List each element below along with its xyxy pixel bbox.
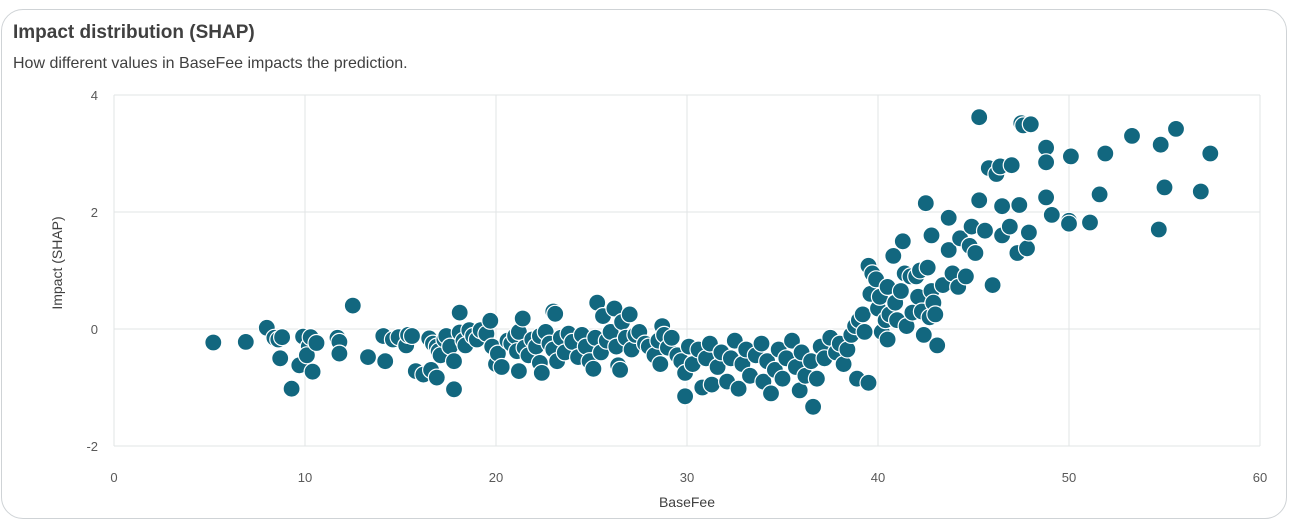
- x-tick-label: 20: [489, 470, 503, 485]
- data-point: [1155, 178, 1174, 197]
- data-point: [1042, 205, 1061, 224]
- x-axis-title: BaseFee: [659, 494, 715, 510]
- data-point: [884, 246, 903, 265]
- data-point: [282, 379, 301, 398]
- data-point: [918, 258, 937, 277]
- data-point: [1017, 239, 1037, 258]
- data-point: [675, 387, 695, 406]
- data-point: [450, 303, 469, 322]
- data-point: [928, 336, 947, 355]
- data-point: [358, 348, 378, 367]
- y-tick-label: -2: [86, 439, 98, 454]
- x-tick-label: 30: [680, 470, 694, 485]
- data-point: [855, 322, 874, 341]
- data-point: [966, 243, 985, 263]
- data-point: [509, 362, 529, 381]
- data-point: [853, 305, 872, 324]
- data-point: [1096, 144, 1115, 163]
- data-point: [773, 369, 792, 388]
- y-tick-label: 4: [91, 88, 98, 103]
- data-point: [1002, 156, 1021, 175]
- data-point: [376, 352, 395, 371]
- data-point: [492, 357, 511, 377]
- data-point: [1000, 217, 1019, 236]
- x-tick-label: 10: [298, 470, 312, 485]
- data-point: [444, 352, 464, 371]
- data-point: [1151, 135, 1170, 154]
- data-point: [878, 330, 897, 349]
- data-point: [307, 333, 326, 353]
- data-point: [343, 296, 362, 315]
- data-point: [204, 333, 223, 352]
- y-tick-label: 0: [91, 322, 98, 337]
- x-tick-label: 60: [1253, 470, 1267, 485]
- data-point: [297, 346, 316, 365]
- data-point: [1021, 115, 1040, 134]
- data-point: [922, 226, 941, 245]
- chart-title: Impact distribution (SHAP): [13, 22, 255, 43]
- data-point: [1166, 119, 1186, 138]
- data-point: [1090, 185, 1109, 204]
- data-point: [444, 380, 464, 399]
- data-point: [481, 311, 500, 330]
- data-point: [702, 375, 721, 394]
- data-point: [1059, 214, 1079, 233]
- data-point: [803, 397, 823, 416]
- data-point: [1061, 147, 1081, 166]
- data-point: [761, 384, 781, 403]
- data-point: [584, 359, 603, 378]
- data-point: [546, 304, 565, 323]
- data-point: [992, 197, 1012, 216]
- data-point: [729, 379, 748, 398]
- data-point: [620, 305, 639, 324]
- data-point: [427, 368, 446, 387]
- data-point: [926, 305, 945, 324]
- data-point: [651, 355, 670, 374]
- data-point: [916, 194, 935, 213]
- data-point: [271, 349, 290, 368]
- data-point: [970, 108, 989, 127]
- data-point: [532, 363, 551, 382]
- data-point: [662, 328, 681, 347]
- data-point: [330, 344, 349, 363]
- data-point: [513, 309, 532, 328]
- data-point: [891, 281, 911, 301]
- data-point: [807, 369, 827, 388]
- data-point: [1036, 153, 1056, 172]
- x-tick-label: 50: [1062, 470, 1076, 485]
- data-point: [273, 328, 292, 347]
- data-point: [1191, 182, 1210, 201]
- data-point: [1019, 223, 1039, 242]
- data-point: [975, 221, 995, 240]
- y-tick-label: 2: [91, 205, 98, 220]
- data-point: [1010, 195, 1029, 215]
- data-point: [939, 240, 958, 260]
- x-tick-label: 40: [871, 470, 885, 485]
- data-point: [1080, 213, 1100, 232]
- data-point: [782, 331, 802, 350]
- data-points: [204, 108, 1220, 416]
- data-point: [752, 334, 771, 353]
- data-point: [970, 191, 989, 210]
- data-point: [939, 208, 958, 227]
- data-point: [610, 360, 630, 379]
- data-point: [1201, 144, 1220, 163]
- data-point: [236, 332, 255, 351]
- data-point: [402, 326, 422, 346]
- data-point: [914, 325, 933, 344]
- data-point: [1122, 126, 1142, 145]
- chart-card: [1, 9, 1287, 519]
- x-tick-label: 0: [110, 470, 117, 485]
- data-point: [303, 362, 322, 381]
- data-point: [1036, 188, 1056, 207]
- chart-subtitle: How different values in BaseFee impacts …: [13, 55, 408, 72]
- data-point: [893, 232, 912, 251]
- data-point: [1149, 220, 1168, 239]
- data-point: [956, 267, 976, 286]
- data-point: [859, 373, 878, 392]
- y-axis-title: Impact (SHAP): [49, 216, 65, 309]
- data-point: [983, 276, 1002, 295]
